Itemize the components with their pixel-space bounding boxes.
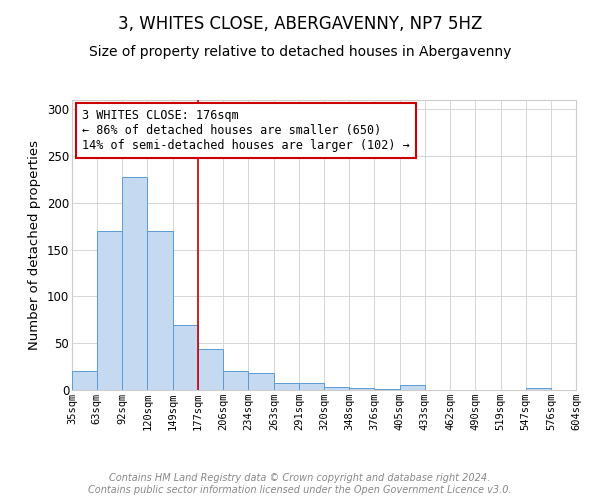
Bar [147, 231, 173, 390]
Y-axis label: Number of detached properties: Number of detached properties [28, 140, 41, 350]
Text: Contains HM Land Registry data © Crown copyright and database right 2024.
Contai: Contains HM Land Registry data © Crown c… [88, 474, 512, 495]
Bar [122, 176, 147, 390]
Bar [349, 388, 374, 390]
Bar [400, 386, 425, 390]
Bar [274, 382, 299, 390]
Bar [223, 372, 248, 390]
Bar [248, 373, 274, 390]
Bar [173, 324, 198, 390]
Text: 3 WHITES CLOSE: 176sqm
← 86% of detached houses are smaller (650)
14% of semi-de: 3 WHITES CLOSE: 176sqm ← 86% of detached… [82, 108, 410, 152]
Text: Size of property relative to detached houses in Abergavenny: Size of property relative to detached ho… [89, 45, 511, 59]
Text: 3, WHITES CLOSE, ABERGAVENNY, NP7 5HZ: 3, WHITES CLOSE, ABERGAVENNY, NP7 5HZ [118, 15, 482, 33]
Bar [325, 387, 349, 390]
Bar [299, 384, 325, 390]
Bar [526, 388, 551, 390]
Bar [97, 231, 122, 390]
Bar [374, 389, 400, 390]
Bar [198, 349, 223, 390]
Bar [72, 372, 97, 390]
